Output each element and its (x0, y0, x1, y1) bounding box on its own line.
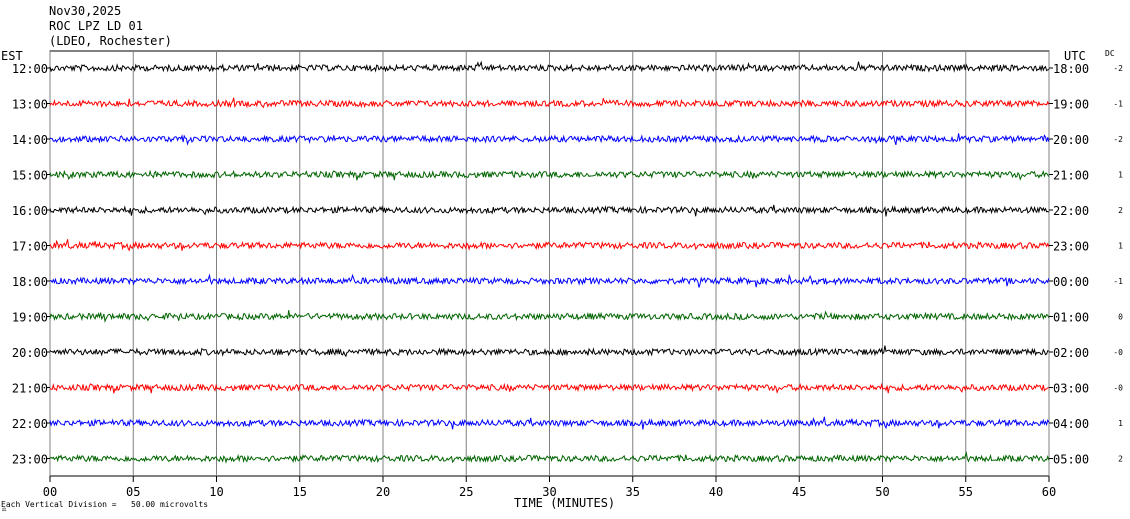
seismic-trace (49, 273, 1050, 288)
seismic-trace (49, 310, 1050, 324)
seismic-trace (49, 450, 1050, 464)
x-tick-label: 60 (1042, 485, 1056, 499)
dc-offset-label: -1 (1113, 100, 1123, 109)
dc-offset-label: 2 (1118, 206, 1123, 215)
x-tick-label: 20 (376, 485, 390, 499)
dc-offset-label: 0 (1118, 313, 1123, 322)
x-tick-label: 55 (959, 485, 973, 499)
dc-offset-label: -2 (1113, 135, 1123, 144)
scale-footnote: Each Vertical Division = 50.00 microvolt… (1, 500, 209, 509)
dc-offset-label: -0 (1113, 348, 1123, 357)
header-station: ROC LPZ LD 01 (49, 19, 143, 33)
dc-offset-label: 1 (1118, 242, 1123, 251)
dc-offset-label: -2 (1113, 64, 1123, 73)
est-zone-label: EST (1, 49, 23, 63)
dc-offset-label: 2 (1118, 455, 1123, 464)
utc-hour-label: 21:00 (1053, 169, 1089, 183)
x-tick-label: 35 (626, 485, 640, 499)
est-hour-label: 13:00 (12, 98, 48, 112)
dc-offset-label: -0 (1113, 384, 1123, 393)
est-hour-label: 19:00 (12, 311, 48, 325)
x-tick-label: 00 (43, 485, 57, 499)
dc-offset-label: 1 (1118, 419, 1123, 428)
seismic-trace (49, 204, 1050, 217)
utc-hour-label: 02:00 (1053, 346, 1089, 360)
est-hour-label: 20:00 (12, 346, 48, 360)
logo-icon: ⚖ (2, 505, 7, 513)
seismic-trace (49, 60, 1050, 73)
est-hour-label: 21:00 (12, 382, 48, 396)
seismic-trace (49, 345, 1049, 358)
seismic-trace (49, 97, 1050, 109)
utc-hour-label: 18:00 (1053, 62, 1089, 76)
x-axis-title: TIME (MINUTES) (514, 496, 616, 510)
dc-label: DC (1105, 49, 1115, 58)
est-hour-label: 15:00 (12, 169, 48, 183)
utc-hour-label: 23:00 (1053, 240, 1089, 254)
utc-zone-label: UTC (1064, 49, 1086, 63)
dc-offset-label: -1 (1113, 277, 1123, 286)
x-tick-label: 50 (875, 485, 889, 499)
utc-hour-label: 22:00 (1053, 204, 1089, 218)
seismic-trace (49, 382, 1049, 394)
header-network: (LDEO, Rochester) (49, 34, 172, 48)
seismic-trace (49, 133, 1050, 146)
x-tick-label: 15 (293, 485, 307, 499)
x-tick-label: 10 (209, 485, 223, 499)
est-hour-label: 23:00 (12, 453, 48, 467)
x-tick-label: 45 (792, 485, 806, 499)
utc-hour-label: 05:00 (1053, 453, 1089, 467)
dc-offset-label: 1 (1118, 171, 1123, 180)
x-tick-label: 25 (459, 485, 473, 499)
seismic-trace (49, 416, 1050, 430)
utc-hour-label: 19:00 (1053, 98, 1089, 112)
x-tick-label: 05 (126, 485, 140, 499)
est-hour-label: 12:00 (12, 62, 48, 76)
seismic-trace (49, 169, 1050, 181)
utc-hour-label: 20:00 (1053, 133, 1089, 147)
est-hour-label: 14:00 (12, 133, 48, 147)
utc-hour-label: 04:00 (1053, 417, 1089, 431)
utc-hour-label: 00:00 (1053, 275, 1089, 289)
header-date: Nov30,2025 (49, 4, 122, 18)
est-hour-label: 16:00 (12, 204, 48, 218)
seismic-trace (49, 239, 1050, 252)
x-tick-label: 30 (542, 485, 556, 499)
est-hour-label: 18:00 (12, 275, 48, 289)
est-hour-label: 17:00 (12, 240, 48, 254)
est-hour-label: 22:00 (12, 417, 48, 431)
utc-hour-label: 03:00 (1053, 382, 1089, 396)
utc-hour-label: 01:00 (1053, 311, 1089, 325)
x-tick-label: 40 (709, 485, 723, 499)
